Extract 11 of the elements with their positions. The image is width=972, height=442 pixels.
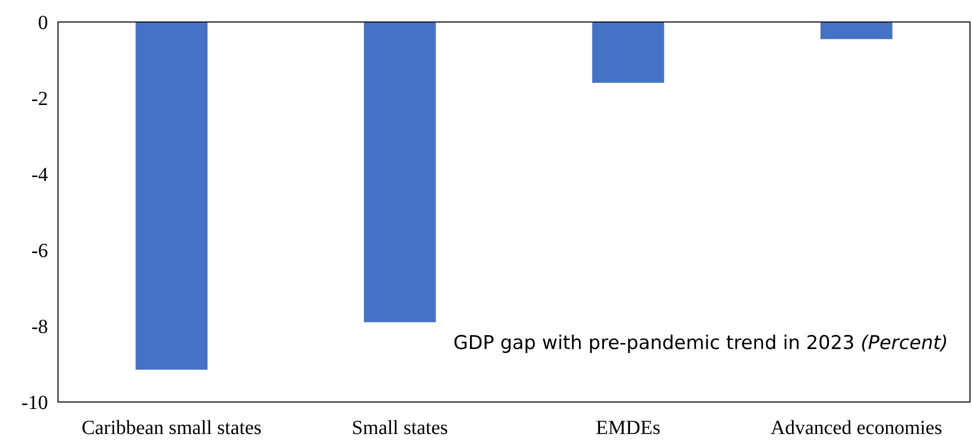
- annotation: GDP gap with pre-pandemic trend in 2023 (Percent): [453, 332, 948, 354]
- y-tick-label: -6: [31, 240, 48, 262]
- y-tick-label: -10: [21, 392, 48, 414]
- x-tick-label: Small states: [352, 417, 448, 439]
- x-tick-label: Advanced economies: [770, 417, 942, 439]
- y-tick-label: -8: [31, 316, 48, 338]
- y-tick-label: -4: [31, 164, 48, 186]
- y-tick-label: 0: [38, 12, 48, 34]
- y-tick-label: -2: [31, 88, 48, 110]
- x-tick-label: EMDEs: [596, 417, 661, 439]
- x-tick-label: Caribbean small states: [82, 417, 262, 439]
